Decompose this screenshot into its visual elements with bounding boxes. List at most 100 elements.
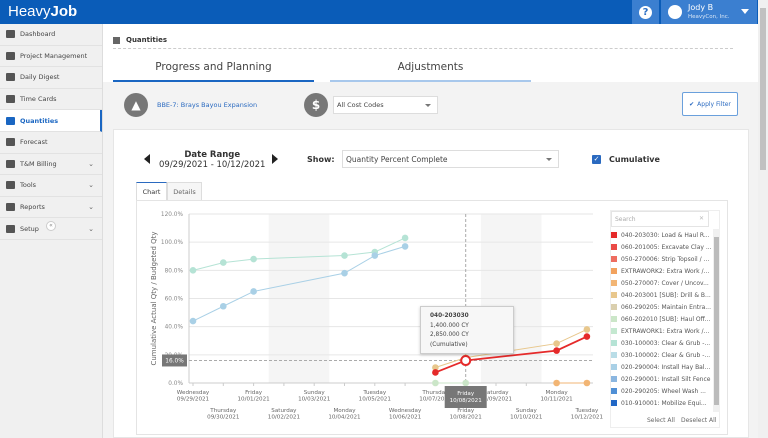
sidebar-item-t-m-billing[interactable]: T&M Billing ⌄ [0,154,102,176]
page-header: Quantities Progress and Planning Adjustm… [103,24,758,82]
cumulative-checkbox[interactable]: ✓ Cumulative [592,155,660,164]
dollar-icon: $ [304,93,328,117]
y-tick-label: 60.0% [165,297,184,303]
x-tick-date: 10/09/2021 [480,397,513,403]
sidebar: Dashboard Project Management Daily Digest T… [0,24,103,438]
data-point [250,255,257,263]
app-header: HeavyJob ? Jody B HeavyCon, Inc. [0,0,758,24]
sidebar-item-quantities[interactable]: Quantities [0,110,102,132]
legend-search-input[interactable]: Search ✕ [611,211,709,227]
previous-range-button[interactable] [144,154,150,164]
legend-scrollbar[interactable] [713,229,720,412]
series-line [192,237,406,271]
x-tick-day: Friday [245,390,263,396]
y-axis-label: Cumulative Actual Qty / Budgeted Qty [150,231,158,365]
legend-item[interactable]: 060-202010 [SUB]: Haul Off... [611,313,711,325]
legend: Search ✕ 040-203030: Load & Haul R... 060-… [610,210,720,428]
data-point [220,259,227,266]
sidebar-item-dashboard[interactable]: Dashboard [0,24,102,46]
tab-adjustments[interactable]: Adjustments [397,61,464,73]
x-tick-date: 10/02/2021 [268,415,301,421]
divider [113,48,733,49]
tooltip-title: 040-203030 [430,313,469,319]
job-link[interactable]: BBE-7: Brays Bayou Expansion [157,101,258,109]
cumulative-label: Cumulative [609,155,660,164]
legend-item[interactable]: 040-203030: Load & Haul R... [611,229,711,241]
sidebar-item-daily-digest[interactable]: Daily Digest [0,67,102,89]
apply-filter-button[interactable]: ✔ Apply Filter [682,92,738,116]
legend-item[interactable]: 020-290004: Install Hay Bal... [611,361,711,373]
sidebar-item-tools[interactable]: Tools ⌄ [0,175,102,197]
series-line [435,335,588,374]
date-range-label: Date Range [184,150,241,160]
sidebar-item-project-management[interactable]: Project Management [0,46,102,68]
app-logo[interactable]: HeavyJob [8,3,77,20]
logo-text: Heavy [8,3,51,20]
clock-icon [6,95,15,104]
legend-item[interactable]: 060-290205: Maintain Entra... [611,301,711,313]
next-range-button[interactable] [272,154,278,164]
crosshair-y-label: 16.0% [165,358,184,364]
legend-item[interactable]: 040-203001 [SUB]: Drill & B... [611,289,711,301]
legend-swatch [611,244,617,250]
legend-item[interactable]: 010-910001: Mobilize Equi... [611,397,711,409]
caret-down-icon [741,9,749,18]
chevron-down-icon: ⌄ [88,203,94,212]
legend-item[interactable]: 030-100002: Clear & Grub -... [611,349,711,361]
sidebar-item-setup[interactable]: Setup ⌄ [0,218,102,240]
data-point [341,269,348,277]
money-icon [6,159,15,168]
tooltip-cumulative: 2,850.000 CY (Cumulative) [430,332,469,348]
data-point [583,333,591,340]
data-point [462,379,470,387]
clear-icon[interactable]: ✕ [698,215,704,222]
legend-item[interactable]: 050-270007: Cover / Uncov... [611,277,711,289]
scrollbar-thumb[interactable] [760,8,766,170]
scrollbar-thumb[interactable] [714,237,719,405]
legend-item[interactable]: 030-100003: Clear & Grub -... [611,337,711,349]
select-all-button[interactable]: Select All [647,417,675,424]
help-button[interactable]: ? [632,0,659,24]
legend-label: 060-202010 [SUB]: Haul Off... [621,315,711,323]
legend-item[interactable]: 060-201005: Excavate Clay ... [611,241,711,253]
crosshair-x-date: 10/08/2021 [450,398,483,404]
sidebar-item-time-cards[interactable]: Time Cards [0,89,102,111]
y-tick-label: 80.0% [165,268,184,274]
bar-chart-icon [6,203,15,212]
page-scrollbar[interactable] [758,0,768,438]
user-menu[interactable]: Jody B HeavyCon, Inc. [661,0,757,24]
highlighted-point [460,354,472,366]
data-point [553,379,560,387]
legend-item[interactable]: 050-270006: Strip Topsoil / ... [611,253,711,265]
question-circle-icon: ? [639,5,652,19]
sidebar-item-label: Tools [20,181,37,190]
legend-label: 050-270007: Cover / Uncov... [621,279,709,287]
x-tick-day: Sunday [304,390,326,396]
legend-item[interactable]: EXTRAWORK1: Extra Work /... [611,325,711,337]
tab-progress-and-planning[interactable]: Progress and Planning [155,61,272,73]
legend-swatch [611,340,617,346]
legend-item[interactable]: 020-290001: Install Silt Fence [611,373,711,385]
x-tick-date: 10/07/2021 [419,397,452,403]
y-tick-label: 40.0% [165,325,184,331]
date-range: Date Range 09/29/2021 - 10/12/2021 [159,150,265,170]
deselect-all-button[interactable]: Deselect All [681,417,717,424]
data-point [432,364,439,371]
legend-item[interactable]: 020-290205: Wheel Wash ... [611,385,711,397]
line-chart-icon [6,138,15,147]
legend-list: 040-203030: Load & Haul R... 060-201005: … [611,229,711,414]
sidebar-item-label: Forecast [20,138,48,147]
show-select[interactable]: Quantity Percent Complete [342,150,559,168]
data-point [401,234,409,242]
tab-chart[interactable]: Chart [136,182,167,201]
sidebar-item-label: Setup [20,224,39,233]
chevron-down-icon: ⌄ [88,181,94,190]
sidebar-item-reports[interactable]: Reports ⌄ [0,197,102,219]
collapse-sidebar-button[interactable]: « [46,221,56,231]
cost-code-select[interactable]: All Cost Codes [333,96,438,114]
sidebar-item-label: T&M Billing [20,159,57,168]
legend-item[interactable]: EXTRAWORK2: Extra Work /... [611,265,711,277]
data-point [553,340,560,347]
newspaper-icon [6,73,15,82]
sidebar-item-forecast[interactable]: Forecast [0,132,102,154]
